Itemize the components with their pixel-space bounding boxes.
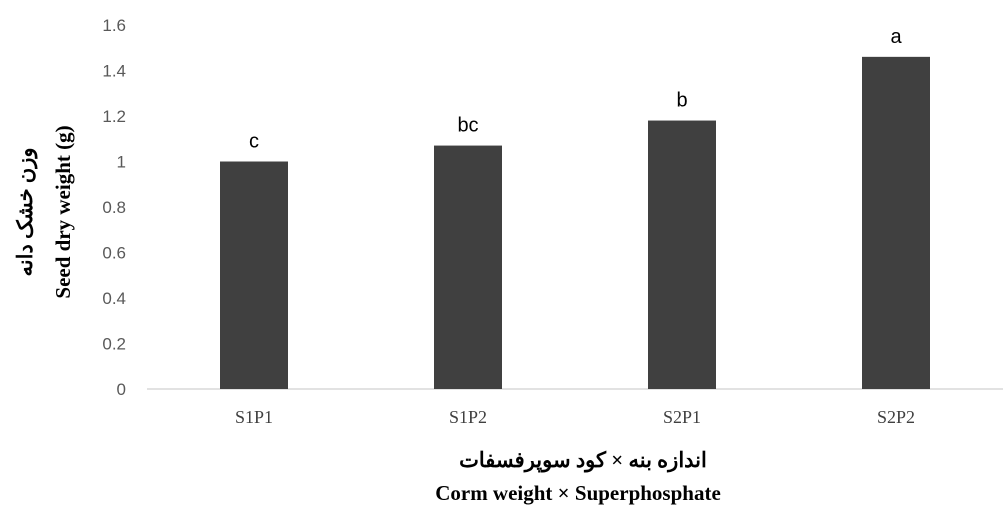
x-tick-label: S1P2: [449, 407, 487, 427]
x-axis-title-fa: اندازه بنه × کود سوپرفسفات: [459, 448, 707, 473]
data-labels: c bc b a: [249, 26, 902, 153]
y-axis-title: Seed dry weight (g): [51, 125, 75, 298]
bar-s1p2: [434, 145, 502, 389]
y-tick-label: 0.2: [102, 335, 126, 354]
y-tick-label: 0: [117, 380, 126, 399]
y-tick-label: 1: [117, 153, 126, 172]
y-axis-ticks: 0 0.2 0.4 0.6 0.8 1 1.2 1.4 1.6: [102, 16, 126, 399]
y-axis-title-fa: وزن خشک دانه: [13, 147, 38, 276]
bar-s2p1: [648, 120, 716, 390]
y-tick-label: 1.6: [102, 16, 126, 35]
bar-s2p2: [862, 56, 930, 389]
bars: [220, 56, 930, 390]
data-label: c: [249, 131, 259, 153]
y-tick-label: 0.4: [102, 289, 126, 308]
data-label: bc: [457, 115, 478, 137]
x-axis-ticks: S1P1 S1P2 S2P1 S2P2: [235, 407, 915, 427]
data-label: a: [890, 26, 902, 48]
x-axis-title: Corm weight × Superphosphate: [435, 481, 721, 505]
y-tick-label: 0.8: [102, 198, 126, 217]
y-tick-label: 1.2: [102, 107, 126, 126]
y-tick-label: 1.4: [102, 62, 126, 81]
data-label: b: [676, 90, 687, 112]
x-tick-label: S2P2: [877, 407, 915, 427]
bar-s1p1: [220, 161, 288, 389]
y-tick-label: 0.6: [102, 244, 126, 263]
x-tick-label: S2P1: [663, 407, 701, 427]
x-tick-label: S1P1: [235, 407, 273, 427]
